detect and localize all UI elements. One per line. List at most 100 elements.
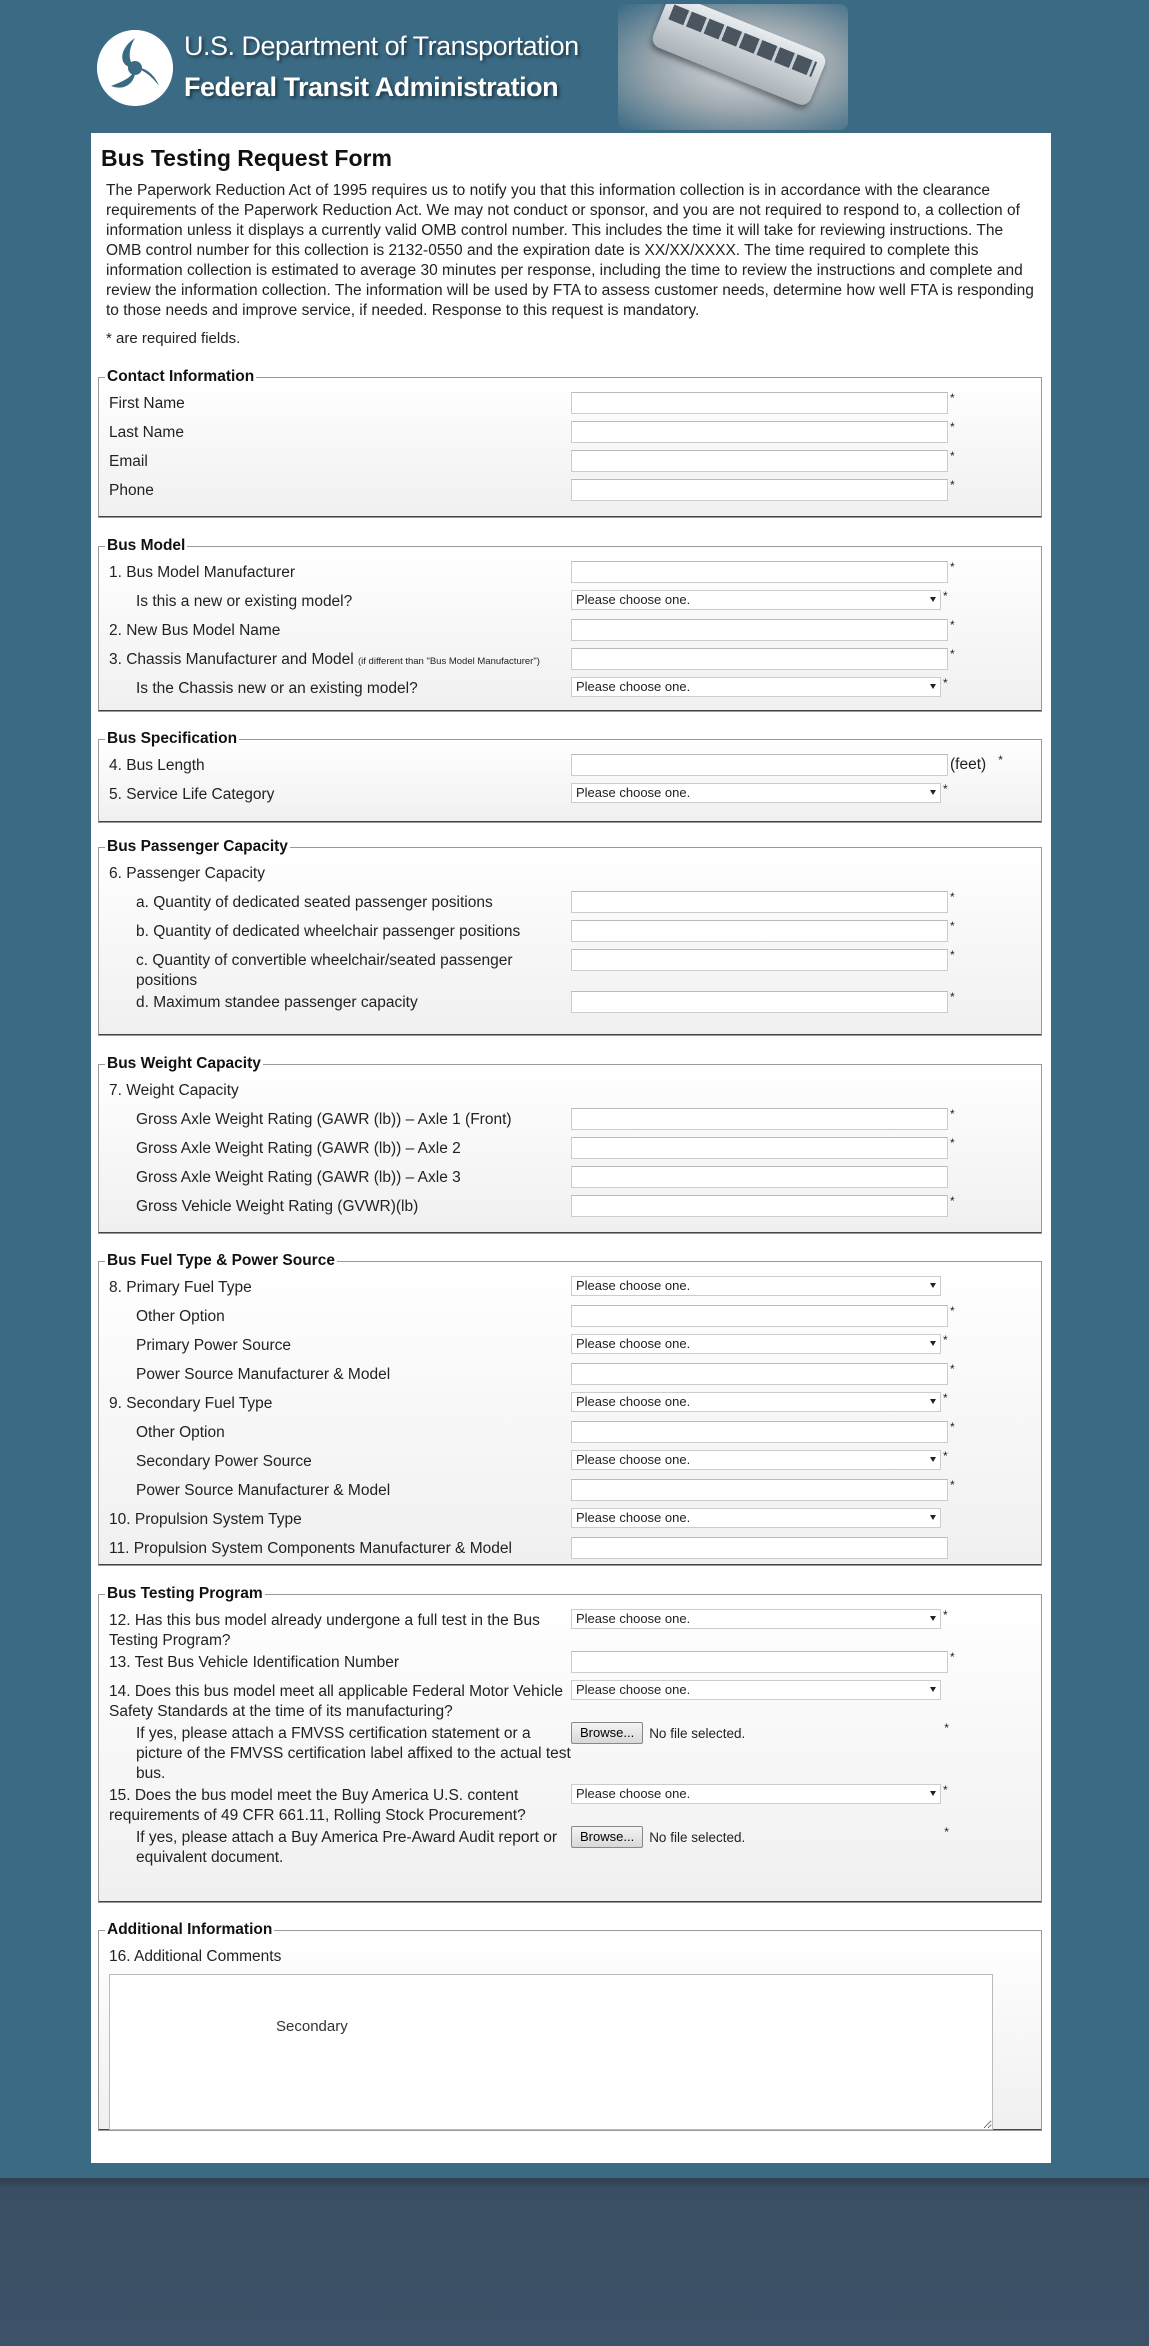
8-primary-fuel-type-select[interactable]: Please choose one. — [571, 1276, 941, 1296]
field-control: Please choose one. * — [571, 1784, 948, 1804]
chevron-down-icon — [930, 1457, 936, 1462]
other-option-input[interactable] — [571, 1421, 948, 1443]
field-label-text: Last Name — [109, 424, 184, 441]
select-value: Please choose one. — [576, 1452, 691, 1467]
field-label: 14. Does this bus model meet all applica… — [109, 1680, 571, 1722]
chevron-down-icon — [930, 1687, 936, 1692]
15-does-the-bus-model-meet-the-buy-ameri-select[interactable]: Please choose one. — [571, 1784, 941, 1804]
field-label: 15. Does the bus model meet the Buy Amer… — [109, 1784, 571, 1826]
required-marker: * — [950, 391, 955, 405]
form-row: Gross Axle Weight Rating (GAWR (lb)) – A… — [109, 1166, 1031, 1195]
field-label-text: If yes, please attach a FMVSS certificat… — [136, 1725, 571, 1782]
b-quantity-of-dedicated-wheelchair-passe-input[interactable] — [571, 920, 948, 942]
required-marker: * — [950, 1194, 955, 1208]
field-control: Browse... No file selected. * — [571, 1826, 949, 1850]
form-row: First Name * — [109, 392, 1031, 421]
section-legend: Bus Fuel Type & Power Source — [107, 1252, 335, 1269]
secondary-power-source-select[interactable]: Please choose one. — [571, 1450, 941, 1470]
field-control — [571, 1537, 948, 1559]
field-label-text: 9. Secondary Fuel Type — [109, 1395, 273, 1412]
9-secondary-fuel-type-select[interactable]: Please choose one. — [571, 1392, 941, 1412]
field-label-text: Is this a new or existing model? — [136, 593, 353, 610]
4-bus-length-input[interactable] — [571, 754, 948, 776]
field-label: 13. Test Bus Vehicle Identification Numb… — [109, 1651, 571, 1673]
form-row: a. Quantity of dedicated seated passenge… — [109, 891, 1031, 920]
field-label: Power Source Manufacturer & Model — [109, 1363, 571, 1385]
power-source-manufacturer-model-input[interactable] — [571, 1363, 948, 1385]
14-does-this-bus-model-meet-all-applicab-select[interactable]: Please choose one. — [571, 1680, 941, 1700]
gross-axle-weight-rating-gawr-lb-axle-2-input[interactable] — [571, 1137, 948, 1159]
required-marker: * — [950, 647, 955, 661]
section-contact-information: Contact Information First Name * Last Name *… — [98, 368, 1042, 518]
power-source-manufacturer-model-input[interactable] — [571, 1479, 948, 1501]
gross-axle-weight-rating-gawr-lb-axle-1--input[interactable] — [571, 1108, 948, 1130]
required-marker: * — [950, 890, 955, 904]
form-row: 9. Secondary Fuel Type Please choose one.… — [109, 1392, 1031, 1421]
field-control: * — [571, 920, 955, 942]
gross-axle-weight-rating-gawr-lb-axle-3-input[interactable] — [571, 1166, 948, 1188]
section-legend: Bus Passenger Capacity — [107, 838, 288, 855]
required-marker: * — [943, 1333, 948, 1347]
form-row: Last Name * — [109, 421, 1031, 450]
primary-power-source-select[interactable]: Please choose one. — [571, 1334, 941, 1354]
other-option-input[interactable] — [571, 1305, 948, 1327]
form-row: 10. Propulsion System Type Please choose … — [109, 1508, 1031, 1537]
section-legend: Bus Weight Capacity — [107, 1055, 261, 1072]
field-label-text: 3. Chassis Manufacturer and Model — [109, 651, 354, 668]
required-marker: * — [943, 1608, 948, 1622]
additional-comments-textarea[interactable] — [109, 1974, 993, 2130]
first-name-input[interactable] — [571, 392, 948, 414]
field-label-text: d. Maximum standee passenger capacity — [136, 994, 418, 1011]
section-bus-testing-program: Bus Testing Program 12. Has this bus mode… — [98, 1585, 1042, 1903]
field-control: * — [571, 949, 955, 971]
field-label-text: Secondary Power Source — [136, 1453, 312, 1470]
field-label-text: 8. Primary Fuel Type — [109, 1279, 252, 1296]
required-marker: * — [950, 449, 955, 463]
10-propulsion-system-type-select[interactable]: Please choose one. — [571, 1508, 941, 1528]
form-row: Gross Axle Weight Rating (GAWR (lb)) – A… — [109, 1137, 1031, 1166]
required-marker: * — [943, 1449, 948, 1463]
field-control: * — [571, 1305, 955, 1327]
1-bus-model-manufacturer-input[interactable] — [571, 561, 948, 583]
12-has-this-bus-model-already-undergone--select[interactable]: Please choose one. — [571, 1609, 941, 1629]
field-control: * — [571, 1195, 955, 1217]
field-control: Please choose one. * — [571, 1609, 948, 1629]
form-row: 12. Has this bus model already undergone… — [109, 1609, 1031, 1651]
13-test-bus-vehicle-identification-numbe-input[interactable] — [571, 1651, 948, 1673]
form-row: 16. Additional Comments — [109, 1945, 1031, 1974]
required-marker: * — [943, 782, 948, 796]
field-label: First Name — [109, 392, 571, 414]
form-row: b. Quantity of dedicated wheelchair pass… — [109, 920, 1031, 949]
last-name-input[interactable] — [571, 421, 948, 443]
phone-input[interactable] — [571, 479, 948, 501]
paperwork-notice: The Paperwork Reduction Act of 1995 requ… — [106, 182, 1034, 319]
field-label-text: b. Quantity of dedicated wheelchair pass… — [136, 923, 521, 940]
a-quantity-of-dedicated-seated-passenger-input[interactable] — [571, 891, 948, 913]
unit-suffix: (feet) — [950, 756, 987, 773]
required-marker: * — [950, 1304, 955, 1318]
field-label-text: Gross Axle Weight Rating (GAWR (lb)) – A… — [136, 1140, 461, 1157]
gross-vehicle-weight-rating-gvwr-lb-input[interactable] — [571, 1195, 948, 1217]
11-propulsion-system-components-manufact-input[interactable] — [571, 1537, 948, 1559]
c-quantity-of-convertible-wheelchair-sea-input[interactable] — [571, 949, 948, 971]
is-this-a-new-or-existing-model-select[interactable]: Please choose one. — [571, 590, 941, 610]
browse-button[interactable]: Browse... — [571, 1722, 644, 1744]
field-label: 12. Has this bus model already undergone… — [109, 1609, 571, 1651]
section-legend: Bus Model — [107, 537, 186, 554]
5-service-life-category-select[interactable]: Please choose one. — [571, 783, 941, 803]
required-marker: * — [944, 1721, 949, 1735]
page-footer-band — [0, 2178, 1149, 2346]
required-marker: * — [950, 1650, 955, 1664]
d-maximum-standee-passenger-capacity-input[interactable] — [571, 991, 948, 1013]
field-label: 16. Additional Comments — [109, 1945, 571, 1967]
required-marker: * — [950, 1478, 955, 1492]
field-label: Gross Axle Weight Rating (GAWR (lb)) – A… — [109, 1137, 571, 1159]
section-legend: Additional Information — [107, 1921, 273, 1938]
field-label-text: Email — [109, 453, 148, 470]
email-input[interactable] — [571, 450, 948, 472]
2-new-bus-model-name-input[interactable] — [571, 619, 948, 641]
3-chassis-manufacturer-and-model-input[interactable] — [571, 648, 948, 670]
is-the-chassis-new-or-an-existing-model-select[interactable]: Please choose one. — [571, 677, 941, 697]
field-control: * — [571, 450, 955, 472]
browse-button[interactable]: Browse... — [571, 1826, 644, 1848]
